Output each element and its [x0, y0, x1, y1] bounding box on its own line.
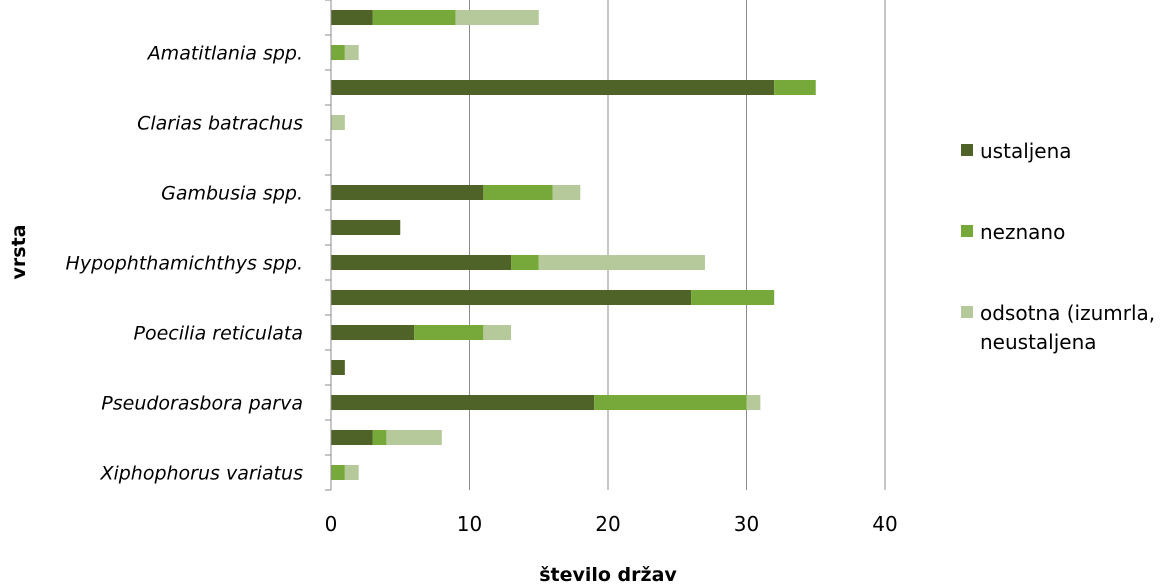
x-tick-label: 10 [457, 512, 482, 536]
bar-odsotna-9 [483, 325, 512, 340]
bar-ustaljena-0 [331, 10, 373, 25]
bar-neznano-12 [372, 430, 387, 445]
bar-ustaljena-9 [331, 325, 415, 340]
bar-ustaljena-7 [331, 255, 512, 270]
y-axis-title: vrsta [8, 225, 30, 280]
x-tick-label: 0 [325, 512, 338, 536]
bar-ustaljena-2 [331, 80, 775, 95]
bar-ustaljena-12 [331, 430, 373, 445]
bar-ustaljena-8 [331, 290, 692, 305]
bar-neznano-0 [372, 10, 456, 25]
x-axis-title: število držav [539, 564, 677, 585]
category-label: Xiphophorus variatus [99, 463, 303, 485]
legend-label: neustaljena [980, 330, 1097, 354]
category-label: Gambusia spp. [161, 183, 303, 205]
bar-odsotna-12 [386, 430, 442, 445]
bar-neznano-8 [691, 290, 775, 305]
x-tick-label: 20 [595, 512, 620, 536]
bar-neznano-13 [331, 465, 345, 480]
category-label: Hypophthamichthys spp. [66, 253, 303, 275]
bar-odsotna-1 [344, 45, 359, 60]
category-label: Amatitlania spp. [146, 43, 303, 65]
legend-swatch [961, 225, 973, 237]
bar-neznano-7 [511, 255, 539, 270]
bar-odsotna-11 [746, 395, 761, 410]
x-tick-label: 30 [734, 512, 759, 536]
bar-odsotna-13 [344, 465, 359, 480]
bar-odsotna-5 [552, 185, 581, 200]
bar-ustaljena-5 [331, 185, 484, 200]
bar-odsotna-3 [331, 115, 345, 130]
bar-neznano-5 [483, 185, 553, 200]
legend-swatch [961, 144, 973, 156]
bar-ustaljena-6 [331, 220, 401, 235]
bar-neznano-1 [331, 45, 345, 60]
legend-label: neznano [980, 220, 1065, 244]
legend-label: ustaljena [980, 139, 1072, 163]
category-label: Pseudorasbora parva [101, 393, 303, 415]
legend-swatch [961, 306, 973, 318]
bar-neznano-11 [594, 395, 747, 410]
bar-neznano-9 [414, 325, 484, 340]
category-label: Poecilia reticulata [134, 323, 303, 345]
bar-ustaljena-10 [331, 360, 345, 375]
x-tick-label: 40 [872, 512, 897, 536]
legend-label: odsotna (izumrla, [980, 301, 1155, 325]
bar-neznano-2 [774, 80, 816, 95]
category-label: Clarias batrachus [137, 113, 303, 135]
bar-odsotna-7 [538, 255, 705, 270]
bar-odsotna-0 [455, 10, 539, 25]
bar-ustaljena-11 [331, 395, 595, 410]
